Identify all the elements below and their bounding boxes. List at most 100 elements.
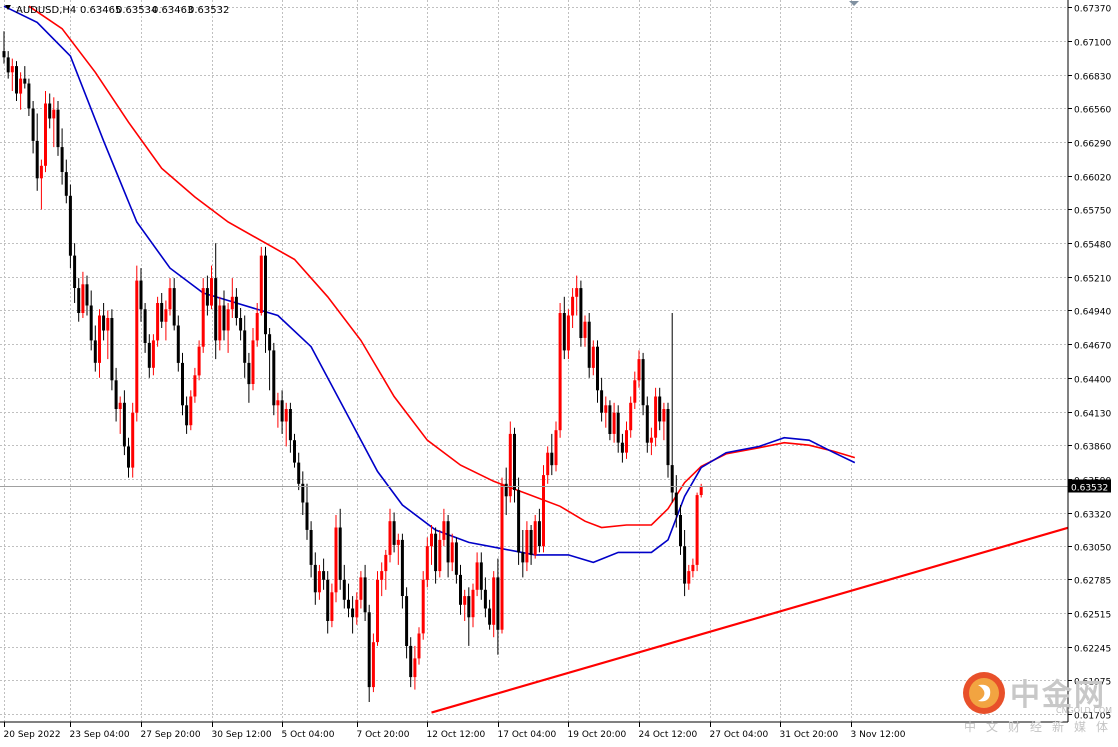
shift-marker-icon[interactable] — [849, 1, 859, 6]
support-trendline[interactable] — [431, 515, 1109, 714]
trendline-group[interactable] — [431, 515, 1109, 714]
candle-body — [234, 296, 238, 318]
x-tick-label: 17 Oct 04:00 — [498, 730, 557, 740]
candle-body — [600, 390, 604, 413]
candle — [255, 303, 259, 347]
candle-body — [10, 66, 14, 73]
candle-body — [504, 483, 508, 497]
candle-body — [583, 321, 587, 338]
header-close: 0.63532 — [188, 5, 229, 16]
candle — [612, 402, 616, 443]
y-tick-label: 0.66830 — [1074, 73, 1111, 83]
candle — [181, 352, 184, 416]
candle — [359, 571, 363, 609]
candle-body — [483, 589, 487, 609]
candle-body — [168, 288, 172, 310]
candle-body — [81, 284, 85, 313]
candle-body — [44, 103, 47, 166]
candle-body — [122, 402, 126, 447]
y-tick-label: 0.65480 — [1074, 241, 1111, 251]
candle — [23, 66, 27, 89]
candle — [475, 552, 479, 597]
candle — [264, 246, 267, 353]
candle-body — [550, 452, 554, 466]
candle-body — [27, 83, 31, 109]
candle — [658, 387, 662, 431]
candle — [575, 275, 579, 316]
y-tick-label: 0.64670 — [1074, 342, 1111, 352]
candle-body — [280, 400, 284, 422]
candle — [392, 512, 396, 553]
candle-body — [463, 596, 467, 605]
candle — [508, 421, 512, 503]
candle-body — [60, 147, 64, 172]
candle-body — [197, 346, 201, 376]
candle — [550, 433, 554, 476]
candle-body — [533, 521, 537, 555]
candle-body — [371, 642, 375, 688]
candle — [122, 390, 126, 456]
candle — [438, 530, 442, 578]
x-axis: 20 Sep 2022 23 Sep 04:00 27 Sep 20:00 30 Se… — [4, 722, 906, 740]
candle — [160, 293, 164, 328]
candle-body — [405, 596, 409, 646]
candle-body — [118, 402, 122, 409]
candle-body — [612, 412, 616, 434]
candle-body — [438, 539, 442, 572]
candle — [243, 315, 247, 378]
candle — [102, 303, 106, 341]
candle-body — [181, 362, 184, 406]
candle — [421, 571, 425, 640]
x-tick-label: 5 Oct 04:00 — [282, 730, 335, 740]
candle — [488, 599, 492, 630]
candle — [554, 421, 558, 472]
candle-body — [172, 288, 176, 326]
candle-body — [243, 330, 247, 363]
candle-body — [367, 612, 371, 688]
candle — [151, 334, 155, 376]
candle — [234, 288, 238, 326]
candle-body — [442, 521, 446, 540]
candle-body — [459, 574, 462, 605]
candle-body — [89, 305, 93, 341]
candle — [405, 587, 409, 659]
candle — [537, 508, 541, 553]
candle — [666, 402, 670, 478]
candle-body — [301, 483, 305, 503]
candle-body — [52, 109, 56, 119]
candle-body — [189, 396, 193, 426]
candle-body — [637, 359, 641, 381]
candle-body — [342, 579, 346, 600]
candle-body — [147, 342, 151, 368]
dropdown-arrow-icon[interactable] — [5, 5, 11, 10]
price-marker-box — [1068, 479, 1111, 493]
candle-body — [35, 140, 39, 179]
candle-body — [31, 108, 35, 141]
candle-body — [164, 309, 168, 322]
candle — [566, 309, 570, 360]
watermark-title: 中金网 — [1010, 678, 1106, 713]
candle — [218, 296, 222, 351]
candle — [293, 433, 296, 468]
candle-body — [156, 303, 160, 341]
candle-body — [500, 483, 504, 630]
candle — [334, 515, 338, 603]
candle — [500, 477, 504, 634]
candle — [230, 278, 234, 318]
candle — [637, 350, 641, 388]
candle-body — [662, 409, 666, 422]
candle-body — [305, 502, 309, 530]
candle — [288, 402, 292, 453]
x-tick-label: 24 Oct 12:00 — [639, 730, 698, 740]
candle-body — [322, 571, 326, 580]
candle — [44, 91, 47, 173]
candle-body — [542, 475, 545, 547]
candle — [52, 97, 56, 148]
candle — [683, 530, 687, 597]
candle — [625, 421, 628, 459]
candle-body — [239, 318, 243, 331]
candle-body — [380, 571, 384, 580]
candle-body — [23, 78, 27, 84]
